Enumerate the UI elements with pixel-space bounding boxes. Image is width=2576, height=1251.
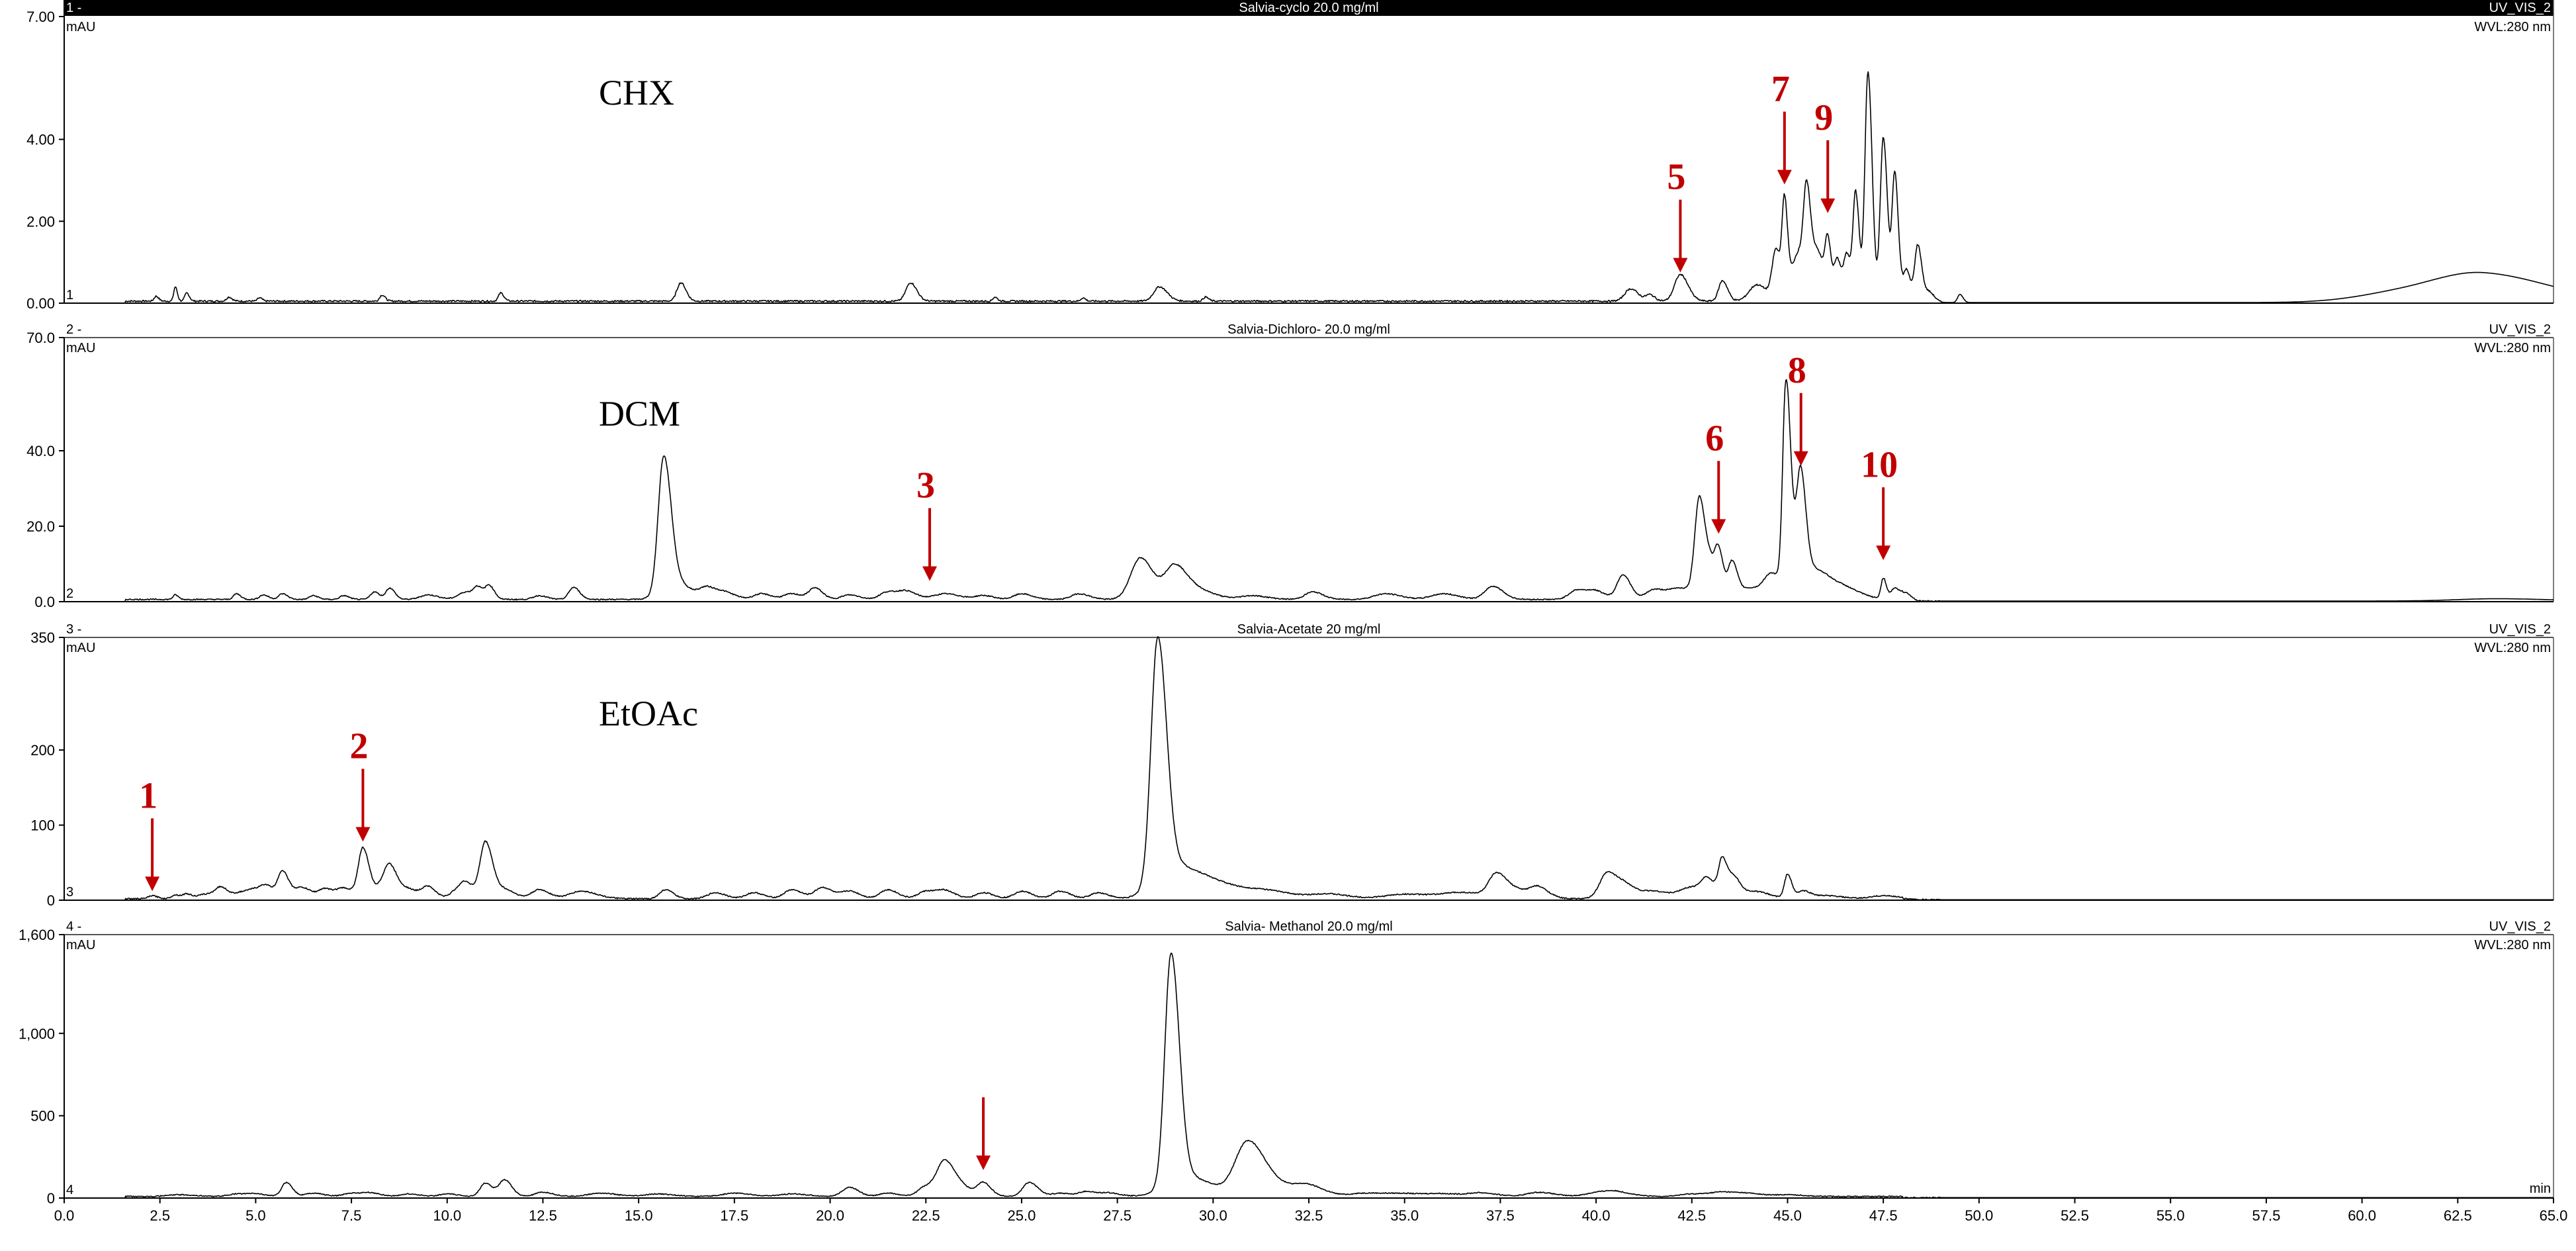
panel-2-id: 2 - <box>66 322 81 337</box>
panel-4-y-tick-label: 500 <box>30 1108 55 1125</box>
x-tick-label: 62.5 <box>2444 1207 2472 1224</box>
x-tick-label: 25.0 <box>1008 1207 1036 1224</box>
x-tick-label: 35.0 <box>1390 1207 1419 1224</box>
panel-3-detector: UV_VIS_2 <box>2489 622 2551 637</box>
peak-number-label: 9 <box>1814 97 1833 138</box>
x-tick-label: 7.5 <box>341 1207 362 1224</box>
peak-arrow-head <box>355 827 371 842</box>
panel-3-wavelength: WVL:280 nm <box>2474 641 2551 655</box>
panel-1-header-bar <box>64 0 2554 16</box>
x-tick-label: 22.5 <box>912 1207 940 1224</box>
peak-arrow-head <box>1673 257 1688 273</box>
peak-arrow-head <box>1711 519 1726 534</box>
peak-number-label: 10 <box>1861 444 1898 485</box>
panel-2-extract-label: DCM <box>599 394 680 434</box>
panel-3-y-tick-label: 0 <box>47 892 55 909</box>
panel-4-trace-number: 4 <box>66 1183 73 1197</box>
panel-1-ymax-label: 7.00 <box>26 9 55 25</box>
x-tick-label: 47.5 <box>1869 1207 1898 1224</box>
peak-number-label: 8 <box>1788 350 1806 391</box>
panel-1-y-tick-label: 4.00 <box>26 132 55 148</box>
panel-4-yunit: mAU <box>66 938 95 952</box>
x-tick-label: 27.5 <box>1103 1207 1132 1224</box>
panel-3-trace-number: 3 <box>66 885 73 900</box>
peak-arrow-head <box>1793 451 1808 466</box>
peak-number-label: 3 <box>916 465 935 506</box>
panel-1-title: Salvia-cyclo 20.0 mg/ml <box>1239 1 1378 15</box>
peak-arrow-head <box>1876 545 1891 561</box>
panel-1-detector: UV_VIS_2 <box>2489 1 2551 15</box>
x-tick-label: 2.5 <box>150 1207 170 1224</box>
x-tick-label: 60.0 <box>2348 1207 2376 1224</box>
x-tick-label: 15.0 <box>625 1207 653 1224</box>
panel-4-wavelength: WVL:280 nm <box>2474 938 2551 952</box>
panel-4-ymax-label: 1,600 <box>19 927 55 943</box>
peak-arrow-head <box>1777 169 1792 185</box>
panel-4-title: Salvia- Methanol 20.0 mg/ml <box>1225 919 1392 934</box>
panel-2-wavelength: WVL:280 nm <box>2474 341 2551 355</box>
panel-4-trace <box>64 952 2554 1199</box>
peak-arrow-head <box>976 1155 991 1170</box>
panel-4-y-tick-label: 0 <box>47 1190 55 1207</box>
x-tick-label: 52.5 <box>2061 1207 2089 1224</box>
panel-4-y-tick-label: 1,000 <box>19 1025 55 1042</box>
x-tick-label: 65.0 <box>2540 1207 2568 1224</box>
panel-3-ymax-label: 350 <box>30 629 55 646</box>
panel-2-y-tick-label: 40.0 <box>26 443 55 459</box>
x-tick-label: 17.5 <box>720 1207 748 1224</box>
x-tick-label: 42.5 <box>1677 1207 1706 1224</box>
panel-4-id: 4 - <box>66 919 81 934</box>
panel-3-id: 3 - <box>66 622 81 637</box>
panel-2-detector: UV_VIS_2 <box>2489 322 2551 337</box>
x-axis-unit: min <box>2530 1182 2551 1196</box>
panel-1-extract-label: CHX <box>599 73 674 113</box>
panel-2-ymax-label: 70.0 <box>26 330 55 346</box>
x-tick-label: 20.0 <box>816 1207 844 1224</box>
panel-3-yunit: mAU <box>66 641 95 655</box>
panel-1-wavelength: WVL:280 nm <box>2474 20 2551 34</box>
peak-number-label: 2 <box>349 726 368 767</box>
panel-4-detector: UV_VIS_2 <box>2489 919 2551 934</box>
peak-number-label: 1 <box>139 775 157 816</box>
panel-2-trace <box>64 379 2554 602</box>
panel-3-extract-label: EtOAc <box>599 694 698 733</box>
panel-2-y-tick-label: 20.0 <box>26 518 55 535</box>
x-tick-label: 12.5 <box>529 1207 557 1224</box>
panel-1-y-tick-label: 0.00 <box>26 295 55 312</box>
panel-2-trace-number: 2 <box>66 586 73 601</box>
peak-number-label: 7 <box>1771 69 1790 110</box>
panel-1-id: 1 - <box>66 1 81 15</box>
peak-arrow-head <box>922 566 938 581</box>
peak-number-label: 5 <box>1667 157 1685 198</box>
panel-1-y-tick-label: 2.00 <box>26 213 55 230</box>
peak-arrow-head <box>1820 198 1836 213</box>
x-tick-label: 30.0 <box>1199 1207 1227 1224</box>
peak-arrow-head <box>145 876 160 892</box>
x-tick-label: 55.0 <box>2156 1207 2185 1224</box>
x-tick-label: 5.0 <box>245 1207 266 1224</box>
x-tick-label: 45.0 <box>1773 1207 1802 1224</box>
peak-number-label: 6 <box>1705 418 1724 459</box>
panel-1-trace <box>64 71 2554 304</box>
panel-1-trace-number: 1 <box>66 288 73 302</box>
panel-2-y-tick-label: 0.0 <box>34 594 55 610</box>
x-tick-label: 32.5 <box>1295 1207 1323 1224</box>
panel-1-yunit: mAU <box>66 20 95 34</box>
panel-3-y-tick-label: 200 <box>30 742 55 759</box>
panel-3-title: Salvia-Acetate 20 mg/ml <box>1237 622 1381 637</box>
panel-2-title: Salvia-Dichloro- 20.0 mg/ml <box>1227 322 1390 337</box>
x-tick-label: 40.0 <box>1582 1207 1611 1224</box>
panel-3-y-tick-label: 100 <box>30 817 55 834</box>
x-tick-label: 50.0 <box>1965 1207 1993 1224</box>
x-tick-label: 10.0 <box>433 1207 461 1224</box>
panel-3-trace <box>64 636 2554 901</box>
x-tick-label: 57.5 <box>2252 1207 2281 1224</box>
x-tick-label: 37.5 <box>1486 1207 1515 1224</box>
x-tick-label: 0.0 <box>54 1207 75 1224</box>
panel-2-yunit: mAU <box>66 341 95 355</box>
